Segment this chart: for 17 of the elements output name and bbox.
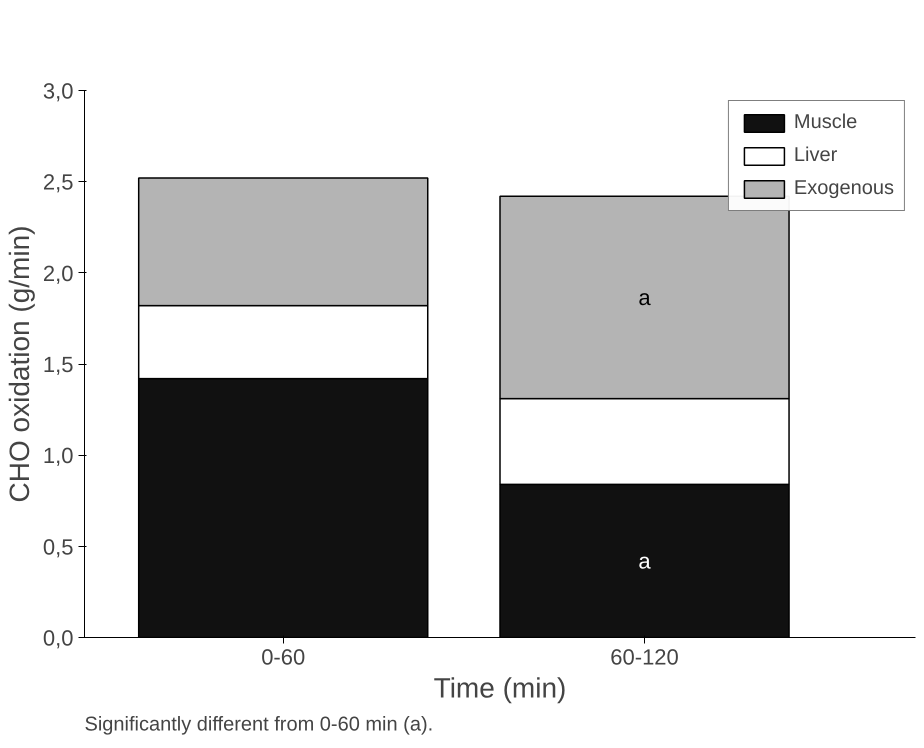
x-axis-title: Time (min) — [434, 672, 566, 704]
y-tick-label: 2,5 — [42, 170, 74, 195]
legend-label: Muscle — [794, 111, 858, 134]
annotation: a — [638, 548, 652, 574]
annotation: a — [638, 284, 652, 310]
legend-label: Exogenous — [794, 177, 894, 200]
y-tick-label: 2,0 — [42, 260, 74, 286]
x-tick-label: 0-60 — [261, 644, 306, 670]
legend-label: Liver — [794, 144, 838, 167]
y-tick-label: 1,5 — [42, 352, 74, 377]
y-tick-label: 0,0 — [42, 626, 74, 650]
y-axis-title: CHO oxidation (g/min) — [4, 226, 35, 502]
x-tick-label: 60-120 — [610, 644, 679, 670]
text: Significantly different from 0-60 min (a). — [84, 714, 434, 736]
y-tick-label: 1,0 — [42, 443, 74, 468]
y-tick-label: 0,5 — [42, 534, 74, 560]
y-tick-label: 3,0 — [42, 78, 74, 104]
